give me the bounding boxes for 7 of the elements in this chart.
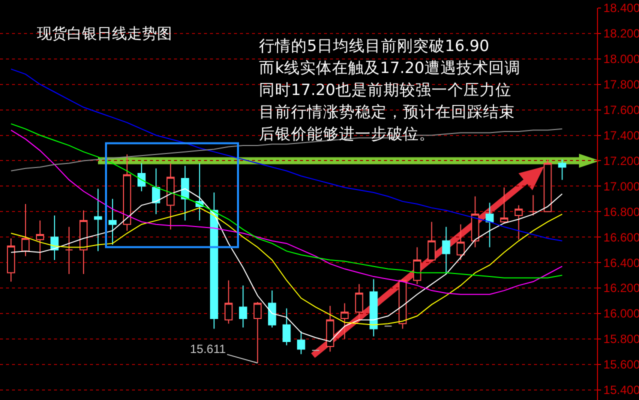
- annotation: 同时17.20也是前期较强一个压力位: [259, 81, 512, 99]
- annotation: 目前行情涨势稳定，预计在回踩结束: [259, 103, 515, 121]
- annotation: 后银价能够进一步破位。: [259, 125, 435, 143]
- text: 现货白银日线走势图: [37, 24, 172, 42]
- annotation: 15.611: [190, 342, 226, 356]
- annotation: 行情的5日均线目前刚突破16.90: [259, 37, 490, 55]
- annotation: 而k线实体在触及17.20遭遇技术回调: [259, 59, 520, 77]
